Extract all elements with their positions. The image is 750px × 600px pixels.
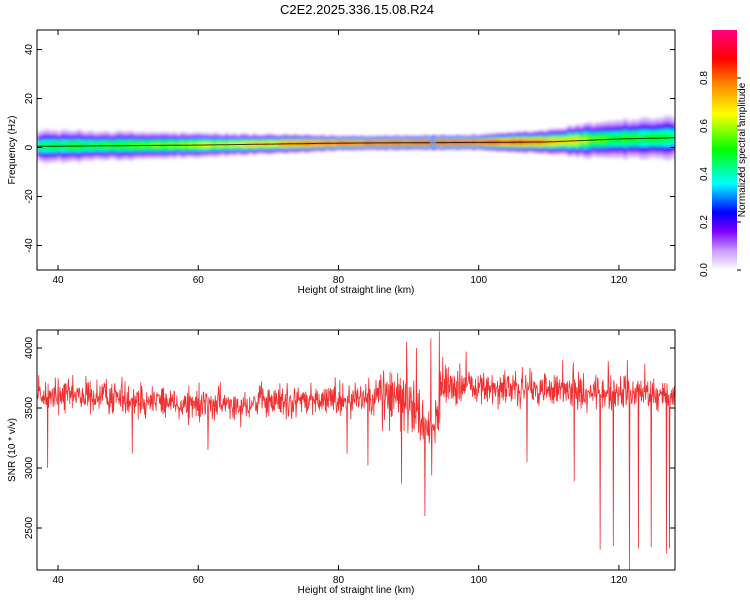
spectrogram-ytick-label: 0 <box>24 144 35 150</box>
spectrogram-heatmap <box>37 115 675 164</box>
spectrogram-ytick-label: -20 <box>24 189 35 204</box>
colorbar-ticks: 0.0 0.2 0.4 0.6 0.8 <box>699 71 741 277</box>
snr-ytick-label: 3500 <box>24 396 35 419</box>
spectrogram-axes: 40 60 80 100 120 -40 -20 0 20 40 <box>24 29 676 286</box>
snr-ytick-label: 4000 <box>24 336 35 359</box>
spectrogram-xtick-label: 60 <box>193 275 205 286</box>
spectrogram-xtick-label: 120 <box>611 275 628 286</box>
figure-title: C2E2.2025.336.15.08.R24 <box>280 2 434 17</box>
colorbar-tick-label: 0.4 <box>699 167 710 181</box>
spectrogram-center-line <box>37 137 675 147</box>
spectrogram-panel: 40 60 80 100 120 -40 -20 0 20 40 Height of straig… <box>7 29 676 296</box>
colorbar-tick-label: 0.2 <box>699 215 710 229</box>
colorbar-label: Normalized spectral amplitude <box>737 82 748 217</box>
snr-ylabel: SNR (10 * v/v) <box>7 418 18 482</box>
spectrogram-xtick-label: 40 <box>52 275 64 286</box>
snr-xtick-label: 80 <box>333 575 345 586</box>
spectrogram-band <box>37 115 675 164</box>
snr-panel: 40 60 80 100 120 2500 3000 3500 4000 Height of s… <box>7 329 676 596</box>
spectrogram-ylabel: Frequency (Hz) <box>7 116 18 185</box>
colorbar-tick-label: 0.8 <box>699 71 710 85</box>
spectrogram-xtick-label: 100 <box>470 275 487 286</box>
colorbar-tick-label: 0.6 <box>699 119 710 133</box>
snr-xlabel: Height of straight line (km) <box>298 585 415 596</box>
colorbar: 0.0 0.2 0.4 0.6 0.8 Normalized spectral ampl… <box>699 30 748 277</box>
snr-series-line <box>37 331 675 570</box>
snr-frame <box>36 329 676 571</box>
spectrogram-ytick-label: -40 <box>24 238 35 253</box>
spectrogram-xtick-label: 80 <box>333 275 345 286</box>
spectrogram-ytick-label: 20 <box>24 93 35 105</box>
colorbar-gradient <box>712 30 737 270</box>
snr-ytick-label: 2500 <box>24 516 35 539</box>
colorbar-tick-label: 0.0 <box>699 263 710 277</box>
spectrogram-frame <box>36 29 676 271</box>
snr-xtick-label: 60 <box>193 575 205 586</box>
spectrogram-xlabel: Height of straight line (km) <box>298 285 415 296</box>
snr-xtick-label: 100 <box>470 575 487 586</box>
spectrogram-bump <box>430 135 437 150</box>
snr-ytick-label: 3000 <box>24 456 35 479</box>
snr-xtick-label: 120 <box>611 575 628 586</box>
spectrogram-ytick-label: 40 <box>24 44 35 56</box>
snr-axes: 40 60 80 100 120 2500 3000 3500 4000 <box>24 329 676 586</box>
snr-xtick-label: 40 <box>52 575 64 586</box>
